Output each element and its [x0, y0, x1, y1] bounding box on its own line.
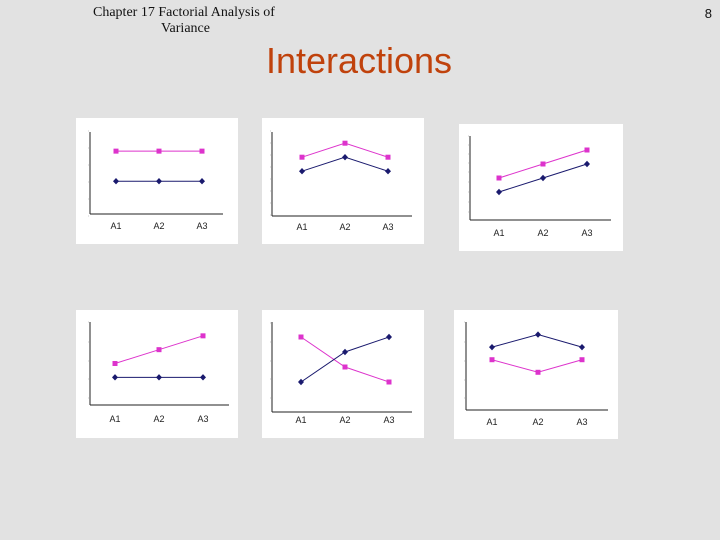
x-tick-label-a3: A3 [196, 221, 207, 231]
x-tick-label-a1: A1 [110, 221, 121, 231]
data-point-diamond [342, 348, 348, 356]
data-point-square [298, 334, 304, 340]
data-point-square [584, 147, 590, 153]
data-point-diamond [386, 333, 392, 341]
chart-background [262, 310, 424, 438]
data-point-diamond [199, 178, 205, 185]
data-point-diamond [489, 343, 495, 351]
data-point-diamond [298, 378, 304, 386]
data-point-square [112, 361, 118, 366]
data-point-diamond [112, 374, 118, 381]
data-point-diamond [156, 374, 162, 381]
x-tick-label-a2: A2 [153, 221, 164, 231]
data-point-square [385, 154, 391, 160]
interaction-chart-5: A1 A2 A3 [262, 310, 424, 438]
x-tick-label-a3: A3 [581, 228, 592, 238]
interaction-chart-6: A1 A2 A3 [454, 310, 618, 439]
data-point-square [200, 333, 206, 339]
data-point-diamond [385, 168, 391, 175]
chapter-heading: Chapter 17 Factorial Analysis of Varianc… [93, 5, 303, 37]
data-point-diamond [299, 168, 305, 175]
data-point-square [535, 369, 541, 375]
data-point-diamond [200, 374, 206, 381]
x-tick-label-a2: A2 [537, 228, 548, 238]
x-tick-label-a1: A1 [295, 415, 306, 425]
x-tick-label-a1: A1 [486, 417, 497, 427]
data-point-diamond [113, 178, 119, 185]
interaction-chart-3: A1 A2 A3 [459, 124, 623, 251]
chapter-line-1: Chapter 17 Factorial Analysis of [93, 5, 275, 20]
data-point-square [540, 161, 546, 167]
chart-background [262, 118, 424, 244]
x-tick-label-a2: A2 [339, 415, 350, 425]
slide-title-text: Interactions [265, 40, 453, 81]
data-point-square [299, 154, 305, 160]
x-tick-label-a1: A1 [493, 228, 504, 238]
data-point-square [156, 148, 162, 154]
x-tick-label-a1: A1 [296, 222, 307, 232]
interaction-chart-4: A1 A2 A3 [76, 310, 238, 438]
interaction-chart-2: A1 A2 A3 [262, 118, 424, 244]
chart-background [459, 124, 623, 251]
data-point-square [386, 379, 392, 385]
data-point-square [113, 148, 119, 154]
data-point-square [156, 347, 162, 353]
data-point-square [579, 357, 585, 363]
data-point-square [489, 357, 495, 363]
data-point-diamond [579, 343, 585, 351]
x-tick-label-a3: A3 [576, 417, 587, 427]
data-point-diamond [156, 178, 162, 185]
data-point-square [342, 364, 348, 370]
data-point-square [342, 140, 348, 146]
x-tick-label-a3: A3 [383, 415, 394, 425]
slide-title: Interactions [0, 40, 720, 82]
data-point-square [496, 175, 502, 181]
x-tick-label-a2: A2 [153, 414, 164, 424]
x-tick-label-a3: A3 [197, 414, 208, 424]
data-point-diamond [342, 154, 348, 161]
data-point-square [199, 148, 205, 154]
slide-number: 8 [704, 6, 712, 21]
x-tick-label-a2: A2 [339, 222, 350, 232]
data-point-diamond [535, 331, 541, 338]
x-tick-label-a3: A3 [382, 222, 393, 232]
interaction-chart-1: A1 A2 A3 [76, 118, 238, 244]
x-tick-label-a1: A1 [109, 414, 120, 424]
chapter-line-2: Variance [161, 21, 210, 36]
x-tick-label-a2: A2 [532, 417, 543, 427]
chart-background [76, 310, 238, 438]
